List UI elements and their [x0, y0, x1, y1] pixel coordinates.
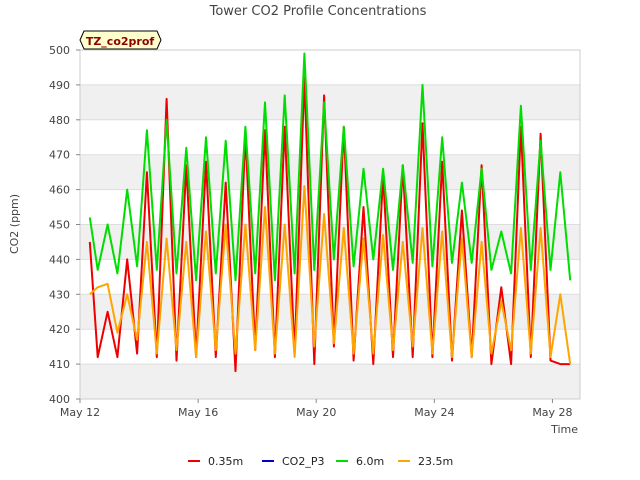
y-axis-ticks: 400 410 420 430 440 450 460 470 480 490 500: [49, 44, 80, 406]
legend-item: CO2_P3: [262, 455, 324, 468]
y-tick-label: 500: [49, 44, 70, 57]
y-tick-label: 480: [49, 114, 70, 127]
y-tick-label: 410: [49, 358, 70, 371]
site-badge-label: TZ_co2prof: [86, 35, 155, 48]
legend-label: CO2_P3: [282, 455, 324, 468]
x-axis-ticks: May 12 May 16 May 20 May 24 May 28: [60, 399, 573, 419]
y-tick-label: 420: [49, 323, 70, 336]
legend-label: 6.0m: [356, 455, 384, 468]
y-tick-label: 430: [49, 288, 70, 301]
y-tick-label: 490: [49, 79, 70, 92]
series-line-23-5m: [89, 185, 572, 365]
x-tick-label: May 20: [296, 406, 336, 419]
legend-label: 0.35m: [208, 455, 243, 468]
y-tick-label: 470: [49, 149, 70, 162]
x-tick-label: May 12: [60, 406, 100, 419]
x-tick-label: May 16: [178, 406, 218, 419]
background-band: [80, 84, 580, 120]
y-axis-label: CO2 (ppm): [8, 194, 21, 254]
plot-background-bands: [80, 84, 580, 399]
x-tick-label: May 24: [414, 406, 454, 419]
series-layer: [88, 52, 572, 373]
y-tick-label: 460: [49, 184, 70, 197]
legend-item: 0.35m: [188, 455, 243, 468]
legend: 0.35m CO2_P3 6.0m 23.5m: [188, 455, 453, 468]
legend-item: 6.0m: [336, 455, 384, 468]
series-line-6-0m: [88, 52, 572, 282]
legend-item: 23.5m: [398, 455, 453, 468]
site-badge: TZ_co2prof: [79, 30, 162, 50]
y-tick-label: 440: [49, 253, 70, 266]
x-tick-label: May 28: [532, 406, 572, 419]
chart-title: Tower CO2 Profile Concentrations: [209, 4, 427, 19]
background-band: [80, 364, 580, 399]
legend-label: 23.5m: [418, 455, 453, 468]
y-tick-label: 400: [49, 393, 70, 406]
y-tick-label: 450: [49, 219, 70, 232]
x-axis-label: Time: [550, 423, 578, 436]
site-badge-box: [79, 30, 162, 50]
